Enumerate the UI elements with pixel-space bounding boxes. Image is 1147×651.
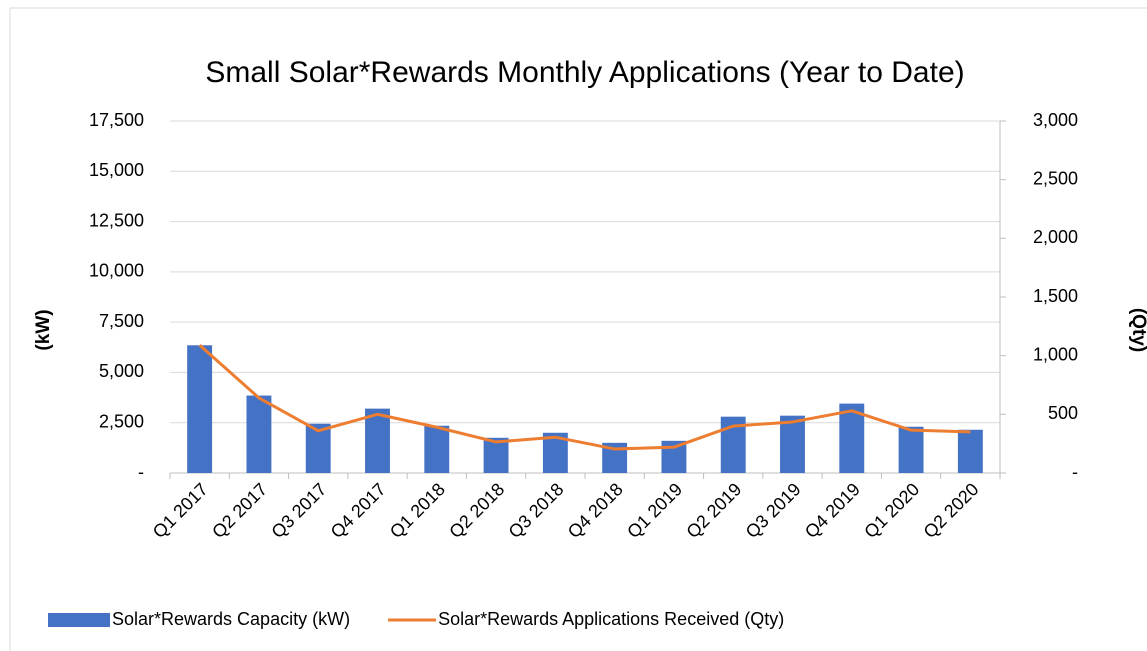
bar [187,345,213,473]
bar [246,395,272,473]
y-tick-label: 7,500 [99,311,144,331]
legend-label: Solar*Rewards Applications Received (Qty… [438,609,784,629]
bar [483,437,509,473]
y-tick-label: 10,000 [89,261,144,281]
y2-tick-label: 500 [1048,403,1078,423]
chart-title: Small Solar*Rewards Monthly Applications… [205,56,964,89]
bar [839,403,865,473]
bar [424,425,450,473]
y2-tick-label: 3,000 [1033,110,1078,130]
legend-swatch [48,613,110,627]
bar [365,408,390,473]
y2-tick-label: - [1072,462,1078,482]
y-tick-label: 17,500 [89,110,144,130]
y-tick-label: 2,500 [99,411,144,431]
y2-tick-label: 2,000 [1033,227,1078,247]
y-tick-label: - [138,462,144,482]
y2-tick-label: 1,500 [1033,286,1078,306]
bar [780,415,805,473]
y2-tick-label: 2,500 [1033,168,1078,188]
line [198,343,971,451]
y-tick-label: 5,000 [99,361,144,381]
legend-label: Solar*Rewards Capacity (kW) [112,609,350,629]
bar [957,429,983,473]
bar [898,426,924,473]
y2-tick-label: 1,000 [1033,344,1078,364]
y-axis-label: (kW) [33,309,54,350]
chart-border [9,7,1147,651]
y2-axis-label: (Qty) [1128,308,1147,352]
y-tick-label: 15,000 [89,160,144,180]
y-tick-label: 12,500 [89,210,144,230]
